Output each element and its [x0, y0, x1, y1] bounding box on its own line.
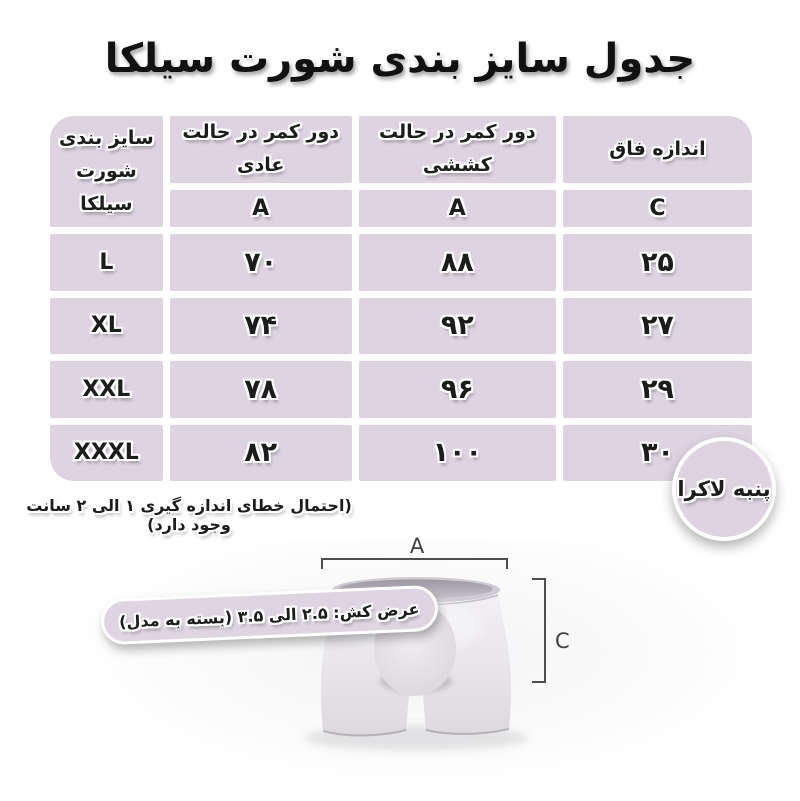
page-title: جدول سایز بندی شورت سیلکا — [104, 36, 696, 82]
value-cell: ۹۶ — [358, 361, 556, 418]
fabric-badge: پنبه لاکرا — [672, 437, 776, 541]
size-table: سایز بندی شورت سیلکا دور کمر در حالت عاد… — [50, 116, 752, 481]
measurement-note: (احتمال خطای اندازه گیری ۱ الی ۲ سانت وج… — [26, 496, 352, 534]
rise-measure-label: C — [555, 629, 570, 653]
letter-cell-c-rise: C — [562, 189, 752, 228]
rise-measure-bracket — [532, 578, 546, 683]
value-cell: ۹۲ — [358, 297, 556, 355]
letter-cell-a-normal: A — [169, 189, 352, 228]
size-cell-xl: XL — [50, 297, 163, 355]
value-cell: ۷۰ — [169, 234, 352, 291]
right-leg-hem — [425, 728, 510, 735]
header-cell-waist-stretched: دور کمر در حالت کششی — [358, 116, 556, 183]
value-cell: ۲۹ — [562, 361, 752, 418]
shorts-diagram: A C — [304, 534, 570, 751]
width-measure-label: A — [410, 534, 425, 558]
size-cell-xxxl: XXXL — [50, 424, 163, 481]
size-cell-xxl: XXL — [50, 361, 163, 418]
header-cell-size: سایز بندی شورت سیلکا — [50, 116, 163, 228]
value-cell: ۷۸ — [169, 361, 352, 418]
header-cell-waist-normal: دور کمر در حالت عادی — [169, 116, 352, 183]
width-measure-bracket — [321, 558, 508, 569]
value-cell: ۲۵ — [562, 234, 752, 291]
value-cell: ۲۷ — [562, 297, 752, 355]
value-cell: ۸۲ — [169, 424, 352, 481]
size-cell-l: L — [50, 234, 163, 291]
letter-cell-a-stretched: A — [358, 189, 556, 228]
value-cell: ۱۰۰ — [358, 424, 556, 481]
value-cell: ۸۸ — [358, 234, 556, 291]
value-cell: ۷۴ — [169, 297, 352, 355]
header-cell-rise: اندازه فاق — [562, 116, 752, 183]
left-leg-hem — [322, 729, 407, 737]
